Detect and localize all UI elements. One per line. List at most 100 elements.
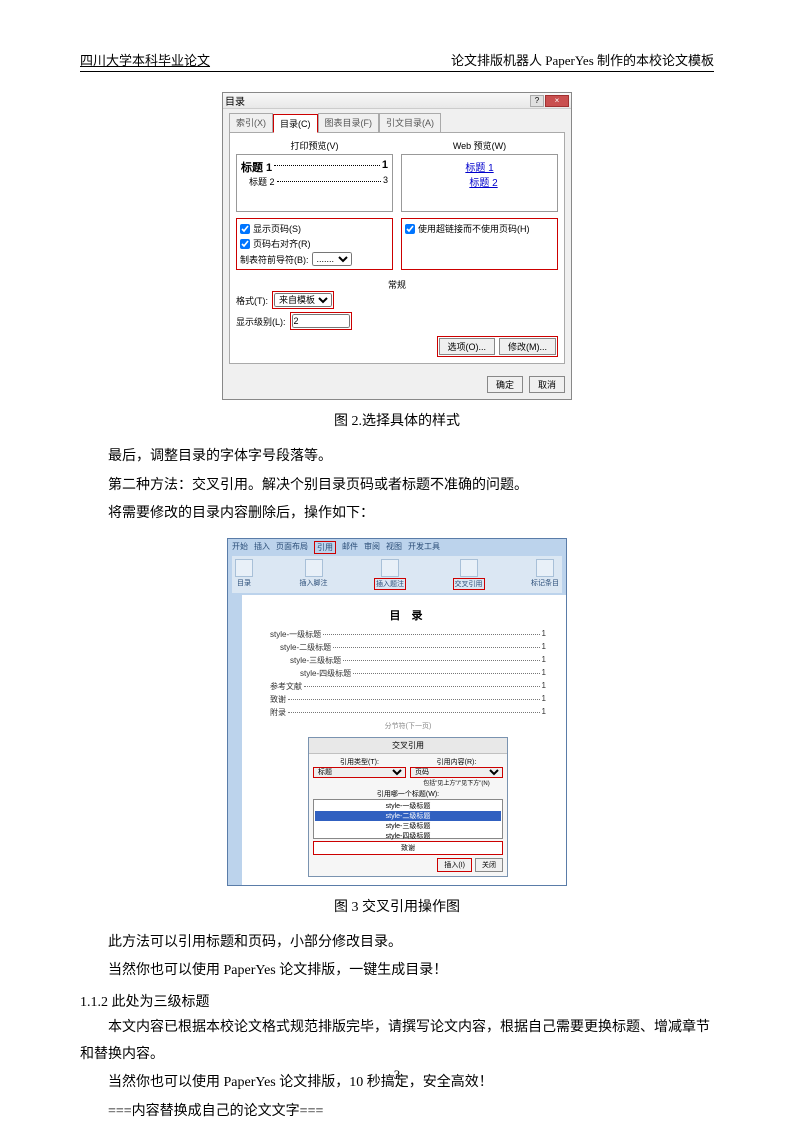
cancel-button[interactable]: 取消 (529, 376, 565, 393)
heading-3: 1.1.2 此处为三级标题 (80, 991, 714, 1011)
print-preview-box: 标题 11 标题 23 (236, 154, 393, 212)
web-preview: Web 预览(W) 标题 1 标题 2 (401, 139, 558, 212)
tab-leader-row: 制表符前导符(B): ....... (240, 252, 389, 266)
general-label: 常规 (236, 278, 558, 291)
tab-leader-select[interactable]: ....... (312, 252, 352, 266)
header-right: 论文排版机器人 PaperYes 制作的本校论文模板 (451, 50, 714, 69)
dialog-tabs: 索引(X) 目录(C) 图表目录(F) 引文目录(A) (223, 109, 571, 132)
web-preview-box: 标题 1 标题 2 (401, 154, 558, 212)
toc-row: style-二级标题1 (270, 642, 546, 653)
rib-mark[interactable]: 标记条目 (531, 559, 559, 588)
figure-2-wrap: 开始 插入 页面布局 引用 邮件 审阅 视图 开发工具 目录 插入脚注 插入题注… (80, 538, 714, 886)
ribbon-tabs: 开始 插入 页面布局 引用 邮件 审阅 视图 开发工具 (232, 541, 562, 554)
rtab-mail[interactable]: 邮件 (342, 541, 358, 554)
tab-citations[interactable]: 引文目录(A) (379, 113, 441, 132)
para-4: 此方法可以引用标题和页码，小部分修改目录。 (80, 930, 714, 957)
ref-extra-label: 包括"见上方"/"见下方"(N) (410, 778, 503, 787)
figure-1-wrap: 目录 ? × 索引(X) 目录(C) 图表目录(F) 引文目录(A) 打印预览(… (80, 92, 714, 400)
rib-toc[interactable]: 目录 (235, 559, 253, 588)
toc-row: style-一级标题1 (270, 629, 546, 640)
heading-listbox[interactable]: style-一级标题 style-二级标题 style-三级标题 style-四… (313, 799, 503, 839)
section-break: 分节符(下一页) (270, 721, 546, 731)
caption-2: 图 3 交叉引用操作图 (80, 896, 714, 916)
doc-toc-title: 目 录 (270, 607, 546, 623)
pv-h1: 标题 1 (241, 159, 272, 175)
rtab-review[interactable]: 审阅 (364, 541, 380, 554)
toc-row: style-三级标题1 (270, 655, 546, 666)
level-input[interactable] (292, 314, 350, 328)
cross-ref-dialog: 交叉引用 引用类型(T): 标题 引用内容(R): 页码 包括"见上方"/"见下… (308, 737, 508, 877)
dialog-footer: 确定 取消 (223, 370, 571, 399)
help-icon[interactable]: ? (530, 95, 544, 107)
chk-show-page[interactable]: 显示页码(S) (240, 222, 389, 235)
web-link-1[interactable]: 标题 1 (406, 159, 553, 174)
doc-area: 目 录 style-一级标题1style-二级标题1style-三级标题1sty… (228, 595, 566, 885)
opts-left: 显示页码(S) 页码右对齐(R) 制表符前导符(B): ....... (236, 218, 393, 270)
chk-right-align[interactable]: 页码右对齐(R) (240, 237, 389, 250)
general-section: 常规 格式(T): 来自模板 显示级别(L): (236, 278, 558, 330)
ok-button[interactable]: 确定 (487, 376, 523, 393)
toc-dialog: 目录 ? × 索引(X) 目录(C) 图表目录(F) 引文目录(A) 打印预览(… (222, 92, 572, 400)
para-3: 将需要修改的目录内容删除后，操作如下： (80, 501, 714, 528)
cd-buttons: 插入(I) 关闭 (313, 858, 503, 872)
dialog-body: 打印预览(V) 标题 11 标题 23 Web 预览(W) 标题 1 标题 2 (229, 132, 565, 364)
rib-crossref[interactable]: 交叉引用 (453, 559, 485, 590)
rtab-references[interactable]: 引用 (314, 541, 336, 554)
toc-row: style-四级标题1 (270, 668, 546, 679)
rtab-home[interactable]: 开始 (232, 541, 248, 554)
rtab-insert[interactable]: 插入 (254, 541, 270, 554)
insert-button[interactable]: 插入(I) (437, 858, 472, 872)
preview-row: 打印预览(V) 标题 11 标题 23 Web 预览(W) 标题 1 标题 2 (236, 139, 558, 212)
print-preview: 打印预览(V) 标题 11 标题 23 (236, 139, 393, 212)
ref-type-label: 引用类型(T): (313, 757, 406, 767)
ref-type-select[interactable]: 标题 (313, 767, 406, 778)
caption-1: 图 2.选择具体的样式 (80, 410, 714, 430)
tab-index[interactable]: 索引(X) (229, 113, 273, 132)
word-screenshot: 开始 插入 页面布局 引用 邮件 审阅 视图 开发工具 目录 插入脚注 插入题注… (227, 538, 567, 886)
ref-content-select[interactable]: 页码 (410, 767, 503, 778)
window-buttons: ? × (530, 95, 569, 107)
page-number: 3 (0, 1067, 794, 1083)
close-icon[interactable]: × (545, 95, 569, 107)
ref-content-label: 引用内容(R): (410, 757, 503, 767)
toc-row: 致谢1 (270, 694, 546, 705)
modify-button[interactable]: 修改(M)... (499, 338, 556, 355)
for-label: 引用哪一个标题(W): (313, 789, 503, 799)
para-1: 最后，调整目录的字体字号段落等。 (80, 444, 714, 471)
web-preview-label: Web 预览(W) (401, 139, 558, 152)
toc-rows: style-一级标题1 style-二级标题1 style-三级标题1 style-四… (270, 629, 546, 718)
close-button[interactable]: 关闭 (475, 858, 503, 872)
options-button[interactable]: 选项(O)... (439, 338, 496, 355)
options-row: 显示页码(S) 页码右对齐(R) 制表符前导符(B): ....... 使用超链… (236, 218, 558, 270)
tab-toc[interactable]: 目录(C) (273, 114, 318, 133)
dialog-titlebar: 目录 ? × (223, 93, 571, 109)
ribbon-body: 目录 插入脚注 插入题注 交叉引用 标记条目 (232, 556, 562, 593)
opts-right: 使用超链接而不使用页码(H) (401, 218, 558, 270)
level-row: 显示级别(L): (236, 312, 558, 330)
toc-row: 附录1 (270, 707, 546, 718)
toc-row: 参考文献1 (270, 681, 546, 692)
chk-hyperlink[interactable]: 使用超链接而不使用页码(H) (405, 222, 554, 235)
para-8: ===内容替换成自己的论文文字=== (80, 1099, 714, 1125)
rib-footnote[interactable]: 插入脚注 (300, 559, 328, 588)
ribbon: 开始 插入 页面布局 引用 邮件 审阅 视图 开发工具 目录 插入脚注 插入题注… (228, 539, 566, 595)
web-link-2[interactable]: 标题 2 (406, 174, 553, 189)
print-preview-label: 打印预览(V) (236, 139, 393, 152)
rtab-layout[interactable]: 页面布局 (276, 541, 308, 554)
pv-h2: 标题 2 (249, 175, 275, 188)
format-row: 格式(T): 来自模板 (236, 291, 558, 309)
rtab-dev[interactable]: 开发工具 (408, 541, 440, 554)
options-buttons: 选项(O)... 修改(M)... (236, 336, 558, 357)
dialog-title: 目录 (225, 93, 245, 108)
format-select[interactable]: 来自模板 (274, 293, 332, 307)
header-left: 四川大学本科毕业论文 (80, 50, 210, 69)
cd-title: 交叉引用 (309, 738, 507, 754)
para-6: 本文内容已根据本校论文格式规范排版完毕，请撰写论文内容，根据自己需要更换标题、增… (80, 1015, 714, 1068)
para-2: 第二种方法：交叉引用。解决个别目录页码或者标题不准确的问题。 (80, 473, 714, 500)
rtab-view[interactable]: 视图 (386, 541, 402, 554)
rib-caption[interactable]: 插入题注 (374, 559, 406, 590)
tab-figures[interactable]: 图表目录(F) (318, 113, 380, 132)
page-header: 四川大学本科毕业论文 论文排版机器人 PaperYes 制作的本校论文模板 (80, 50, 714, 72)
heading-listbox-hl[interactable]: 致谢 (313, 841, 503, 855)
para-5: 当然你也可以使用 PaperYes 论文排版，一键生成目录！ (80, 958, 714, 985)
